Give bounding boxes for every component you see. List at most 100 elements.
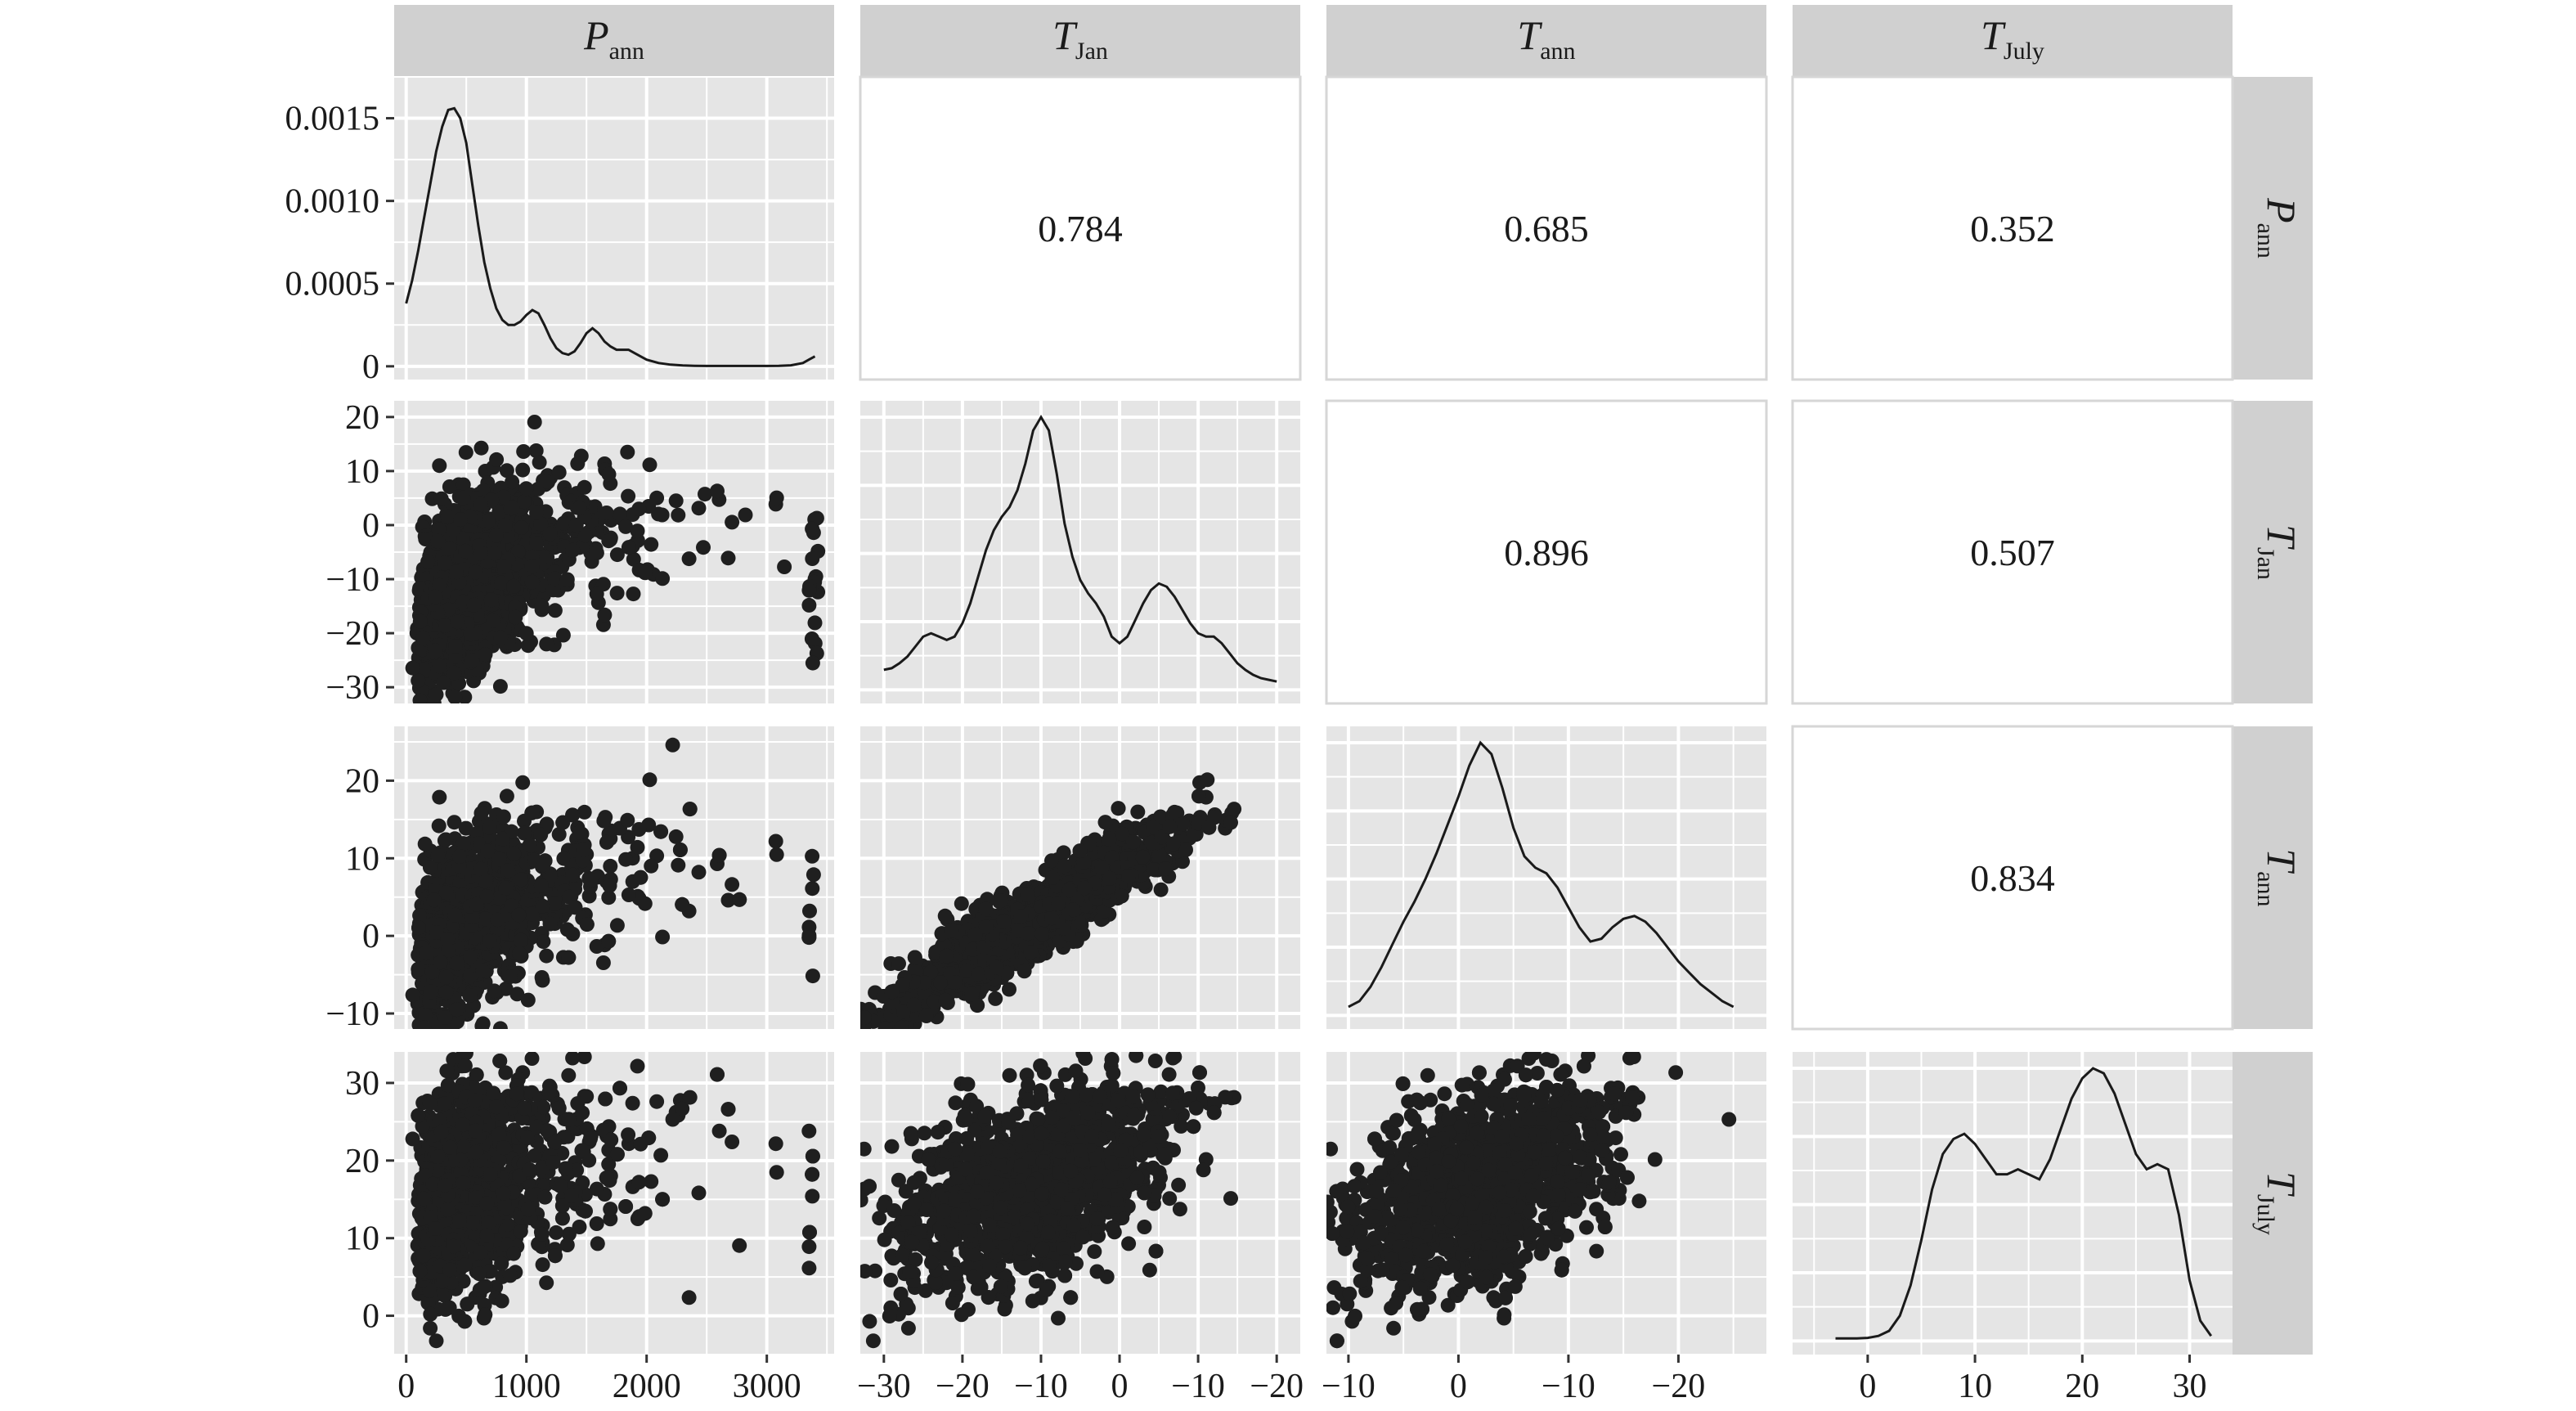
scatter-point bbox=[970, 998, 985, 1013]
panel-r0-c2: 0.685 bbox=[1325, 75, 1768, 381]
scatter-point bbox=[988, 991, 1003, 1006]
scatter-point bbox=[533, 878, 549, 893]
scatter-point bbox=[1192, 789, 1206, 804]
scatter-point bbox=[412, 613, 428, 629]
scatter-point bbox=[551, 827, 567, 843]
scatter-point bbox=[456, 477, 471, 492]
scatter-point bbox=[644, 537, 659, 552]
scatter-point bbox=[738, 507, 753, 523]
scatter-point bbox=[442, 541, 457, 556]
scatter-point bbox=[561, 950, 577, 965]
scatter-point bbox=[1102, 870, 1117, 886]
scatter-point bbox=[524, 574, 540, 590]
scatter-point bbox=[626, 586, 641, 602]
scatter-point bbox=[430, 533, 446, 549]
scatter-point bbox=[545, 582, 561, 598]
scatter-point bbox=[445, 522, 460, 537]
scatter-point bbox=[556, 515, 572, 531]
scatter-point bbox=[1094, 860, 1110, 875]
scatter-point bbox=[411, 920, 426, 936]
scatter-point bbox=[428, 643, 443, 658]
scatter-point bbox=[655, 571, 671, 586]
scatter-point bbox=[1097, 815, 1113, 830]
scatter-point bbox=[577, 479, 592, 495]
scatter-point bbox=[418, 1008, 433, 1023]
scatter-point bbox=[906, 997, 922, 1013]
scatter-point bbox=[520, 992, 536, 1008]
panel-r2-c2 bbox=[1326, 726, 1766, 1029]
scatter-point bbox=[570, 456, 586, 471]
scatter-point bbox=[1002, 982, 1016, 997]
scatter-point bbox=[631, 1175, 647, 1190]
scatter-point bbox=[978, 901, 994, 917]
scatter-point bbox=[412, 693, 428, 703]
scatter-point bbox=[466, 597, 482, 613]
scatter-point bbox=[1051, 896, 1066, 911]
scatter-point bbox=[539, 636, 554, 652]
scatter-point bbox=[412, 908, 428, 923]
scatter-point bbox=[440, 932, 456, 947]
scatter-point bbox=[1146, 862, 1161, 878]
scatter-point bbox=[492, 1021, 508, 1029]
scatter-point bbox=[1115, 826, 1130, 842]
scatter-point bbox=[1023, 945, 1039, 960]
scatter-point bbox=[1076, 854, 1092, 870]
scatter-point bbox=[495, 831, 510, 847]
scatter-point bbox=[529, 505, 545, 520]
density-curve-Tann bbox=[1348, 740, 1735, 1009]
scatter-point bbox=[542, 916, 558, 932]
scatter-point bbox=[696, 540, 711, 555]
scatter-point bbox=[524, 559, 540, 574]
scatter-point bbox=[517, 494, 532, 510]
scatter-point bbox=[777, 559, 792, 574]
scatter-point bbox=[805, 521, 820, 537]
scatter-point bbox=[954, 896, 969, 911]
scatter-point bbox=[620, 444, 635, 460]
scatter-point bbox=[691, 1185, 707, 1201]
scatter-point bbox=[1077, 880, 1093, 896]
scatter-point bbox=[473, 497, 488, 512]
panel-r0-c0 bbox=[394, 76, 834, 380]
scatter-point bbox=[1200, 772, 1215, 788]
scatter-point bbox=[559, 1238, 575, 1252]
scatter-point bbox=[429, 1333, 444, 1349]
scatter-point bbox=[500, 863, 516, 879]
scatter-point bbox=[524, 1052, 540, 1066]
scatter-points bbox=[405, 737, 821, 1029]
scatter-point bbox=[449, 955, 464, 971]
row-strip-Pann bbox=[2233, 77, 2313, 380]
scatter-point bbox=[769, 1165, 784, 1180]
scatter-point bbox=[438, 832, 454, 847]
scatter-point bbox=[602, 878, 617, 893]
scatter-point bbox=[547, 896, 562, 911]
scatter-point bbox=[411, 673, 426, 689]
scatter-point bbox=[547, 571, 563, 586]
scatter-point bbox=[1151, 847, 1167, 863]
scatter-point bbox=[506, 578, 522, 594]
scatter-point bbox=[423, 860, 438, 875]
scatter-point bbox=[994, 893, 1009, 909]
scatter-point bbox=[807, 615, 823, 631]
scatter-point bbox=[490, 912, 505, 928]
scatter-point bbox=[572, 825, 587, 840]
scatter-point bbox=[535, 973, 550, 988]
scatter-point bbox=[668, 829, 684, 844]
scatter-point bbox=[682, 802, 698, 817]
scatter-point bbox=[1135, 849, 1151, 865]
scatter-point bbox=[1166, 836, 1181, 852]
scatter-point bbox=[601, 1157, 617, 1172]
scatter-point bbox=[877, 1021, 893, 1029]
scatter-point bbox=[620, 812, 635, 828]
scatter-point bbox=[599, 834, 614, 850]
scatter-point bbox=[433, 491, 449, 506]
scatter-point bbox=[441, 943, 456, 959]
scatter-point bbox=[535, 857, 550, 873]
scatter-point bbox=[417, 836, 433, 852]
scatter-point bbox=[1125, 834, 1141, 850]
scatter-point bbox=[432, 458, 447, 474]
row-strip-TJan bbox=[2233, 401, 2313, 703]
scatter-point bbox=[527, 415, 542, 429]
scatter-point bbox=[482, 933, 497, 949]
scatter-point bbox=[508, 609, 523, 625]
scatter-point bbox=[480, 513, 496, 528]
